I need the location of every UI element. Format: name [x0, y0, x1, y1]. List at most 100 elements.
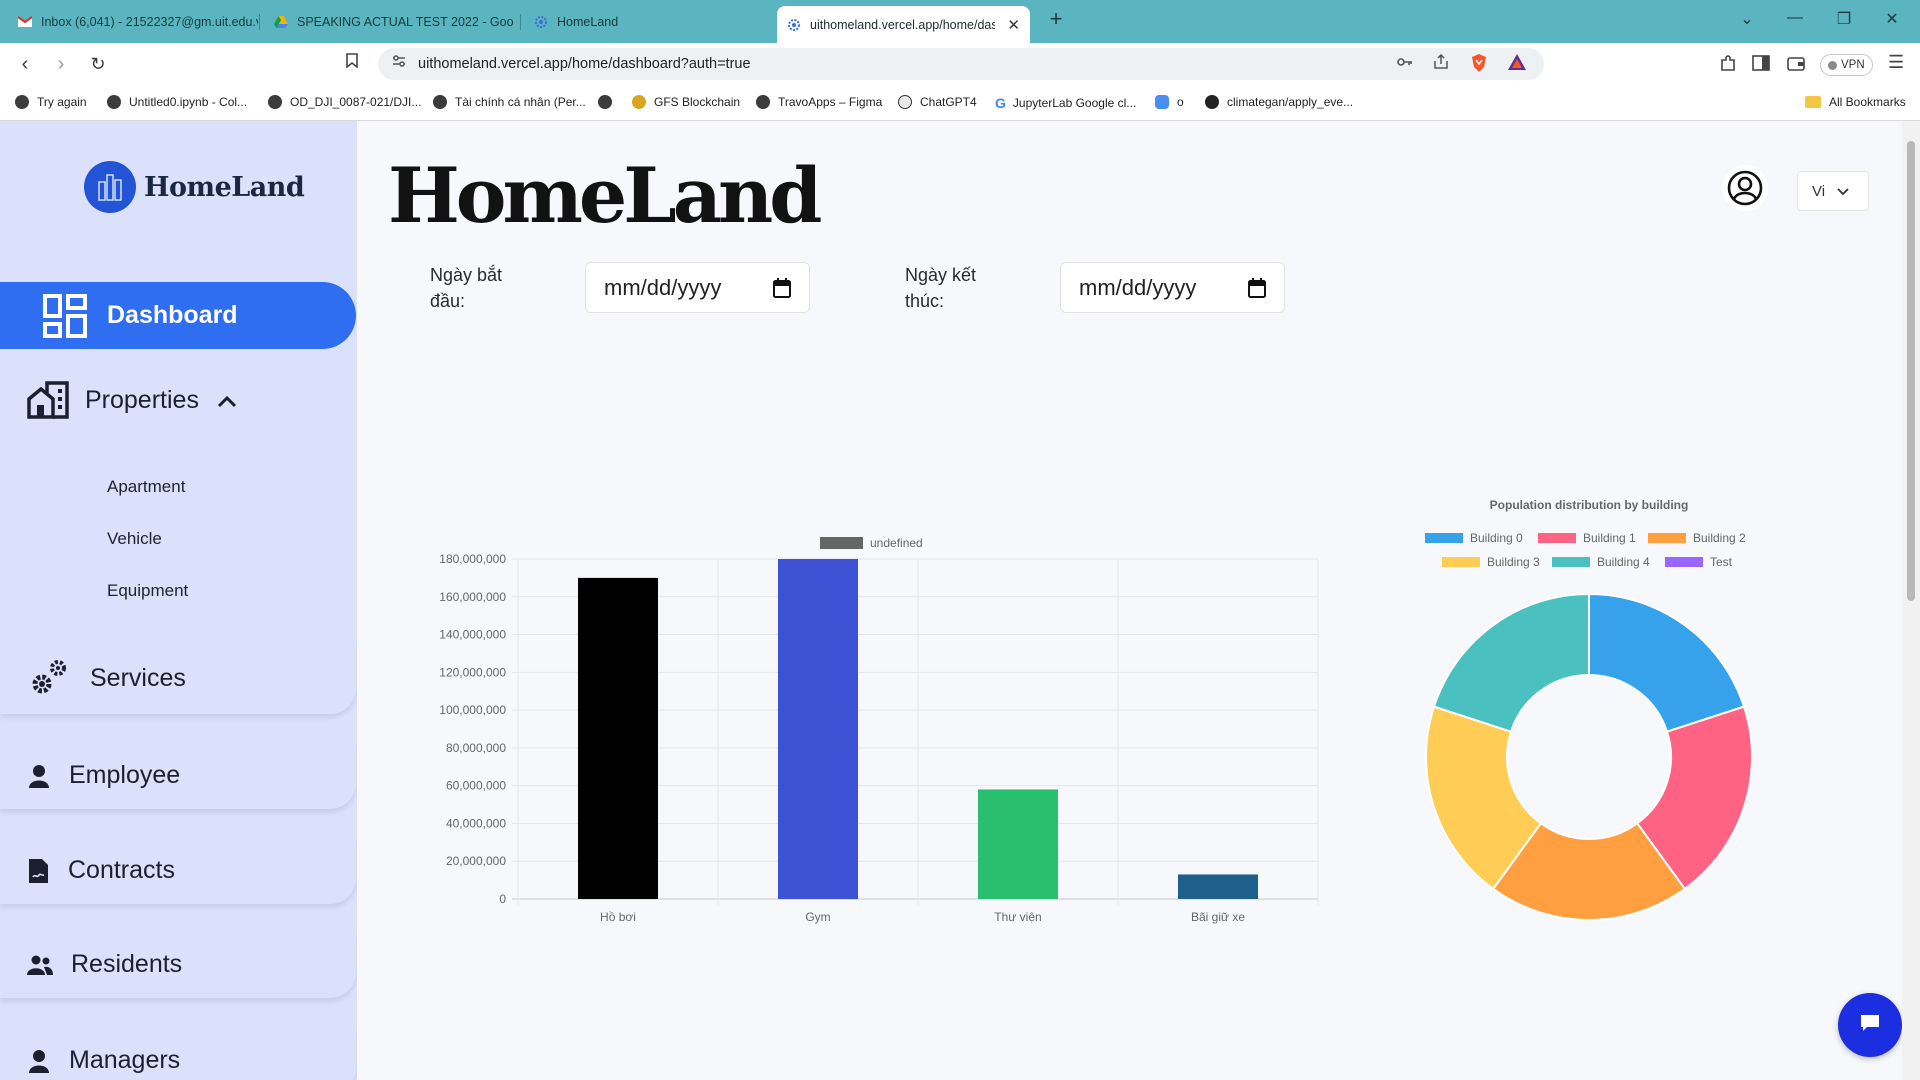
y-tick-label: 80,000,000 — [446, 741, 506, 755]
chevron-up-icon[interactable] — [217, 386, 237, 415]
bookmark-item[interactable]: climategan/apply_eve... — [1205, 95, 1353, 109]
back-icon[interactable]: ‹ — [21, 53, 29, 75]
sidebar-item-dashboard[interactable]: Dashboard — [0, 282, 356, 349]
y-tick-label: 20,000,000 — [446, 854, 506, 868]
brave-shield-icon[interactable] — [1471, 54, 1487, 77]
sidebar-subitem-apartment[interactable]: Apartment — [107, 477, 186, 496]
sidebar-item-properties[interactable]: Properties — [0, 375, 356, 425]
new-tab-button[interactable]: + — [1049, 6, 1063, 31]
restore-icon[interactable]: ❐ — [1836, 11, 1852, 28]
vpn-button[interactable]: VPN — [1820, 54, 1873, 76]
sidebar-item-contracts[interactable]: Contracts — [0, 837, 356, 904]
brand[interactable]: HomeLand — [84, 161, 305, 213]
bar[interactable] — [1178, 874, 1258, 899]
legend-item[interactable]: Building 2 — [1648, 531, 1746, 545]
bookmark-item[interactable]: o — [1155, 95, 1184, 109]
legend-item[interactable]: Building 1 — [1538, 531, 1636, 545]
sidebar-item-label: Properties — [85, 385, 199, 414]
donut-slice[interactable] — [1432, 592, 1590, 733]
bookmark-item[interactable]: Tài chính cá nhân (Per... — [433, 95, 586, 109]
donut-slice[interactable] — [1635, 705, 1753, 891]
brave-rewards-icon[interactable] — [1508, 54, 1526, 75]
bar[interactable] — [578, 577, 658, 899]
sidebar-item-residents[interactable]: Residents — [0, 931, 356, 998]
share-icon[interactable] — [1433, 53, 1449, 75]
sidebar-item-label: Services — [90, 663, 186, 692]
wallet-icon[interactable] — [1787, 55, 1805, 76]
bookmark-item[interactable]: OD_DJI_0087-021/DJI... — [268, 95, 421, 109]
blockchain-icon — [632, 95, 646, 109]
globe-icon — [756, 95, 770, 109]
sidebar-item-label: Managers — [69, 1046, 181, 1074]
brand-name: HomeLand — [144, 171, 305, 203]
menu-icon[interactable]: ☰ — [1888, 52, 1905, 72]
key-icon[interactable] — [1397, 54, 1413, 72]
legend-item[interactable]: Building 0 — [1425, 531, 1523, 545]
legend-item[interactable]: undefined — [820, 536, 923, 550]
bookmark-item[interactable]: TravoApps – Figma — [756, 95, 882, 109]
bookmark-item[interactable]: GFS Blockchain — [632, 95, 740, 109]
page-scrollbar[interactable] — [1902, 121, 1920, 1080]
bookmark-item[interactable]: Try again — [15, 95, 87, 109]
sidebar-item-employee[interactable]: Employee — [0, 742, 356, 809]
site-settings-icon[interactable] — [392, 54, 406, 73]
url-text[interactable]: uithomeland.vercel.app/home/dashboard?au… — [418, 56, 751, 72]
bookmark-item[interactable]: Untitled0.ipynb - Col... — [107, 95, 247, 109]
close-tab-icon[interactable]: ✕ — [1007, 16, 1020, 34]
sidebar-item-services[interactable]: Services — [0, 642, 356, 714]
bookmark-item[interactable] — [598, 95, 620, 109]
tab-gmail[interactable]: Inbox (6,041) - 21522327@gm.uit.edu.vi — [8, 6, 258, 37]
globe-icon — [107, 95, 121, 109]
reload-icon[interactable]: ↻ — [90, 54, 106, 74]
tab-drive[interactable]: SPEAKING ACTUAL TEST 2022 - Google — [264, 6, 514, 37]
revenue-bar-chart: undefined 0 20,000,000 40,000,000 60,000,000… — [439, 536, 1319, 924]
legend-item[interactable]: Building 4 — [1552, 555, 1650, 569]
extensions-icon[interactable] — [1719, 55, 1737, 78]
legend-item[interactable]: Test — [1665, 555, 1733, 569]
population-donut-chart: Population distribution by building Build… — [1425, 498, 1753, 921]
sidebar: HomeLand Dashboard Properties Apartment … — [0, 121, 357, 1080]
tab-label: uithomeland.vercel.app/home/dash — [810, 17, 995, 32]
sidebar-item-label: Residents — [71, 950, 183, 978]
bookmark-icon[interactable] — [340, 53, 364, 75]
address-toolbar: ‹ › ↻ uithomeland.vercel.app/home/dashbo… — [0, 43, 1920, 86]
calendar-icon[interactable] — [773, 278, 791, 298]
tab-homeland[interactable]: HomeLand — [524, 6, 774, 37]
gears-icon — [28, 658, 68, 698]
page-title: HomeLand — [388, 151, 822, 240]
browser-tab-bar: Inbox (6,041) - 21522327@gm.uit.edu.vi S… — [0, 0, 1920, 43]
donut-slice[interactable] — [1425, 705, 1543, 891]
tab-search-icon[interactable]: ⌄ — [1740, 11, 1754, 28]
folder-icon — [1805, 96, 1821, 108]
bookmark-item[interactable]: ChatGPT4 — [898, 95, 977, 109]
sidebar-subitem-vehicle[interactable]: Vehicle — [107, 529, 162, 548]
sidebar-toggle-icon[interactable] — [1752, 55, 1770, 76]
tab-label: SPEAKING ACTUAL TEST 2022 - Google — [297, 14, 514, 29]
sidebar-subitem-equipment[interactable]: Equipment — [107, 581, 189, 600]
language-value: Vi — [1812, 182, 1826, 200]
legend-item[interactable]: Building 3 — [1442, 555, 1540, 569]
bookmark-item[interactable]: G JupyterLab Google cl... — [995, 95, 1137, 111]
end-date-input[interactable]: mm/dd/yyyy — [1060, 262, 1285, 313]
close-window-icon[interactable]: ✕ — [1885, 11, 1899, 28]
user-avatar-icon[interactable] — [1722, 165, 1768, 211]
donut-slice[interactable] — [1588, 592, 1746, 733]
bar[interactable] — [778, 559, 858, 899]
language-select[interactable]: Vi — [1797, 171, 1869, 211]
all-bookmarks[interactable]: All Bookmarks — [1805, 95, 1906, 109]
minimize-icon[interactable]: — — [1787, 9, 1803, 26]
donut-slice[interactable] — [1491, 821, 1687, 921]
sidebar-item-managers[interactable]: Managers — [0, 1027, 356, 1080]
bar[interactable] — [978, 789, 1058, 899]
legend-label: Building 3 — [1487, 555, 1540, 569]
legend-swatch — [1538, 533, 1576, 543]
start-date-input[interactable]: mm/dd/yyyy — [585, 262, 810, 313]
url-bar[interactable]: uithomeland.vercel.app/home/dashboard?au… — [378, 48, 1544, 80]
tab-dashboard-active[interactable]: uithomeland.vercel.app/home/dash ✕ — [777, 6, 1030, 43]
forward-icon[interactable]: › — [57, 53, 65, 75]
chat-button[interactable] — [1838, 993, 1902, 1057]
person-icon — [29, 764, 49, 788]
scrollbar-thumb[interactable] — [1907, 141, 1915, 601]
gear-icon — [787, 18, 801, 32]
calendar-icon[interactable] — [1248, 278, 1266, 298]
